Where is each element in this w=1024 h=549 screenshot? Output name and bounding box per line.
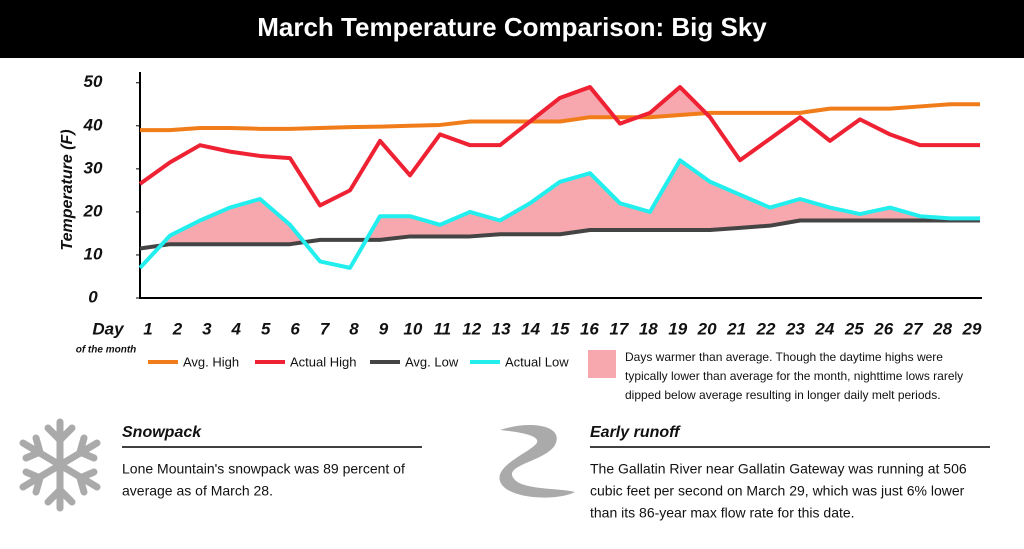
legend-label: Avg. High — [183, 354, 239, 369]
warm-area — [590, 173, 620, 230]
panel-heading: Snowpack — [122, 424, 202, 441]
warm-area — [500, 203, 530, 235]
x-tick-label: 5 — [261, 319, 271, 338]
x-tick-label: 6 — [290, 319, 300, 338]
y-tick-label: 50 — [84, 72, 103, 91]
x-tick-label: 14 — [521, 319, 540, 338]
warm-area — [260, 198, 290, 245]
x-tick-label: 18 — [639, 319, 658, 338]
legend-note: Days warmer than average. Though the day… — [625, 350, 943, 364]
x-tick-label: 3 — [202, 319, 212, 338]
warm-area — [740, 194, 770, 228]
panel-text: than its 86-year max flow rate for this … — [590, 505, 855, 521]
warm-area — [560, 173, 590, 235]
y-axis-label: Temperature (F) — [59, 129, 76, 250]
y-tick-label: 20 — [83, 201, 103, 220]
x-tick-label: 7 — [320, 319, 331, 338]
panel-heading: Early runoff — [590, 424, 681, 441]
panel-text: average as of March 28. — [122, 483, 273, 499]
legend-swatch — [588, 350, 616, 378]
x-tick-label: 24 — [814, 319, 834, 338]
y-tick-label: 10 — [84, 244, 103, 263]
warm-area — [440, 211, 470, 237]
warm-area — [230, 198, 260, 245]
x-tick-label: 16 — [580, 319, 599, 338]
x-tick-label: 2 — [172, 319, 183, 338]
warm-area — [710, 181, 740, 230]
x-tick-label: 10 — [403, 319, 422, 338]
legend-note: typically lower than average for the mon… — [625, 369, 963, 383]
x-tick-label: 26 — [873, 319, 893, 338]
legend-note: dipped below average resulting in longer… — [625, 388, 941, 402]
x-tick-label: 9 — [379, 319, 389, 338]
warm-area — [200, 207, 230, 245]
legend-label: Avg. Low — [405, 354, 459, 369]
x-axis-sublabel: of the month — [76, 345, 137, 356]
warm-area — [650, 160, 680, 230]
x-tick-label: 11 — [433, 319, 451, 338]
river-icon — [499, 425, 575, 498]
x-tick-label: 1 — [143, 319, 152, 338]
panel-text: Lone Mountain's snowpack was 89 percent … — [122, 461, 405, 477]
x-tick-label: 4 — [231, 319, 242, 338]
x-tick-label: 20 — [697, 319, 717, 338]
x-tick-label: 17 — [609, 319, 629, 338]
x-tick-label: 13 — [492, 319, 511, 338]
x-tick-label: 21 — [726, 319, 746, 338]
x-tick-label: 25 — [844, 319, 864, 338]
warm-area — [800, 198, 830, 221]
y-tick-label: 30 — [84, 158, 103, 177]
snowflake-icon — [19, 418, 101, 512]
x-axis-label: Day — [92, 319, 125, 338]
y-tick-label: 0 — [88, 287, 98, 306]
chart-title: March Temperature Comparison: Big Sky — [257, 12, 767, 42]
x-tick-label: 29 — [962, 319, 982, 338]
x-tick-label: 22 — [756, 319, 776, 338]
warm-area — [380, 216, 410, 240]
x-tick-label: 19 — [668, 319, 687, 338]
x-tick-label: 15 — [551, 319, 570, 338]
y-tick-label: 40 — [83, 115, 103, 134]
x-tick-label: 23 — [785, 319, 805, 338]
warm-area — [410, 216, 440, 237]
series-line — [140, 102, 980, 133]
series-line — [138, 85, 980, 208]
title-bar — [0, 0, 1024, 58]
warm-area — [530, 181, 560, 235]
panel-text: cubic feet per second on March 29, which… — [590, 483, 965, 499]
x-tick-label: 12 — [462, 319, 481, 338]
warm-area — [470, 211, 500, 237]
series-line — [138, 158, 980, 270]
series-line — [139, 218, 980, 251]
x-tick-label: 28 — [932, 319, 952, 338]
legend-label: Actual High — [290, 354, 356, 369]
x-tick-label: 27 — [903, 319, 924, 338]
legend-label: Actual Low — [505, 354, 569, 369]
panel-text: The Gallatin River near Gallatin Gateway… — [590, 461, 967, 477]
x-tick-label: 8 — [349, 319, 359, 338]
